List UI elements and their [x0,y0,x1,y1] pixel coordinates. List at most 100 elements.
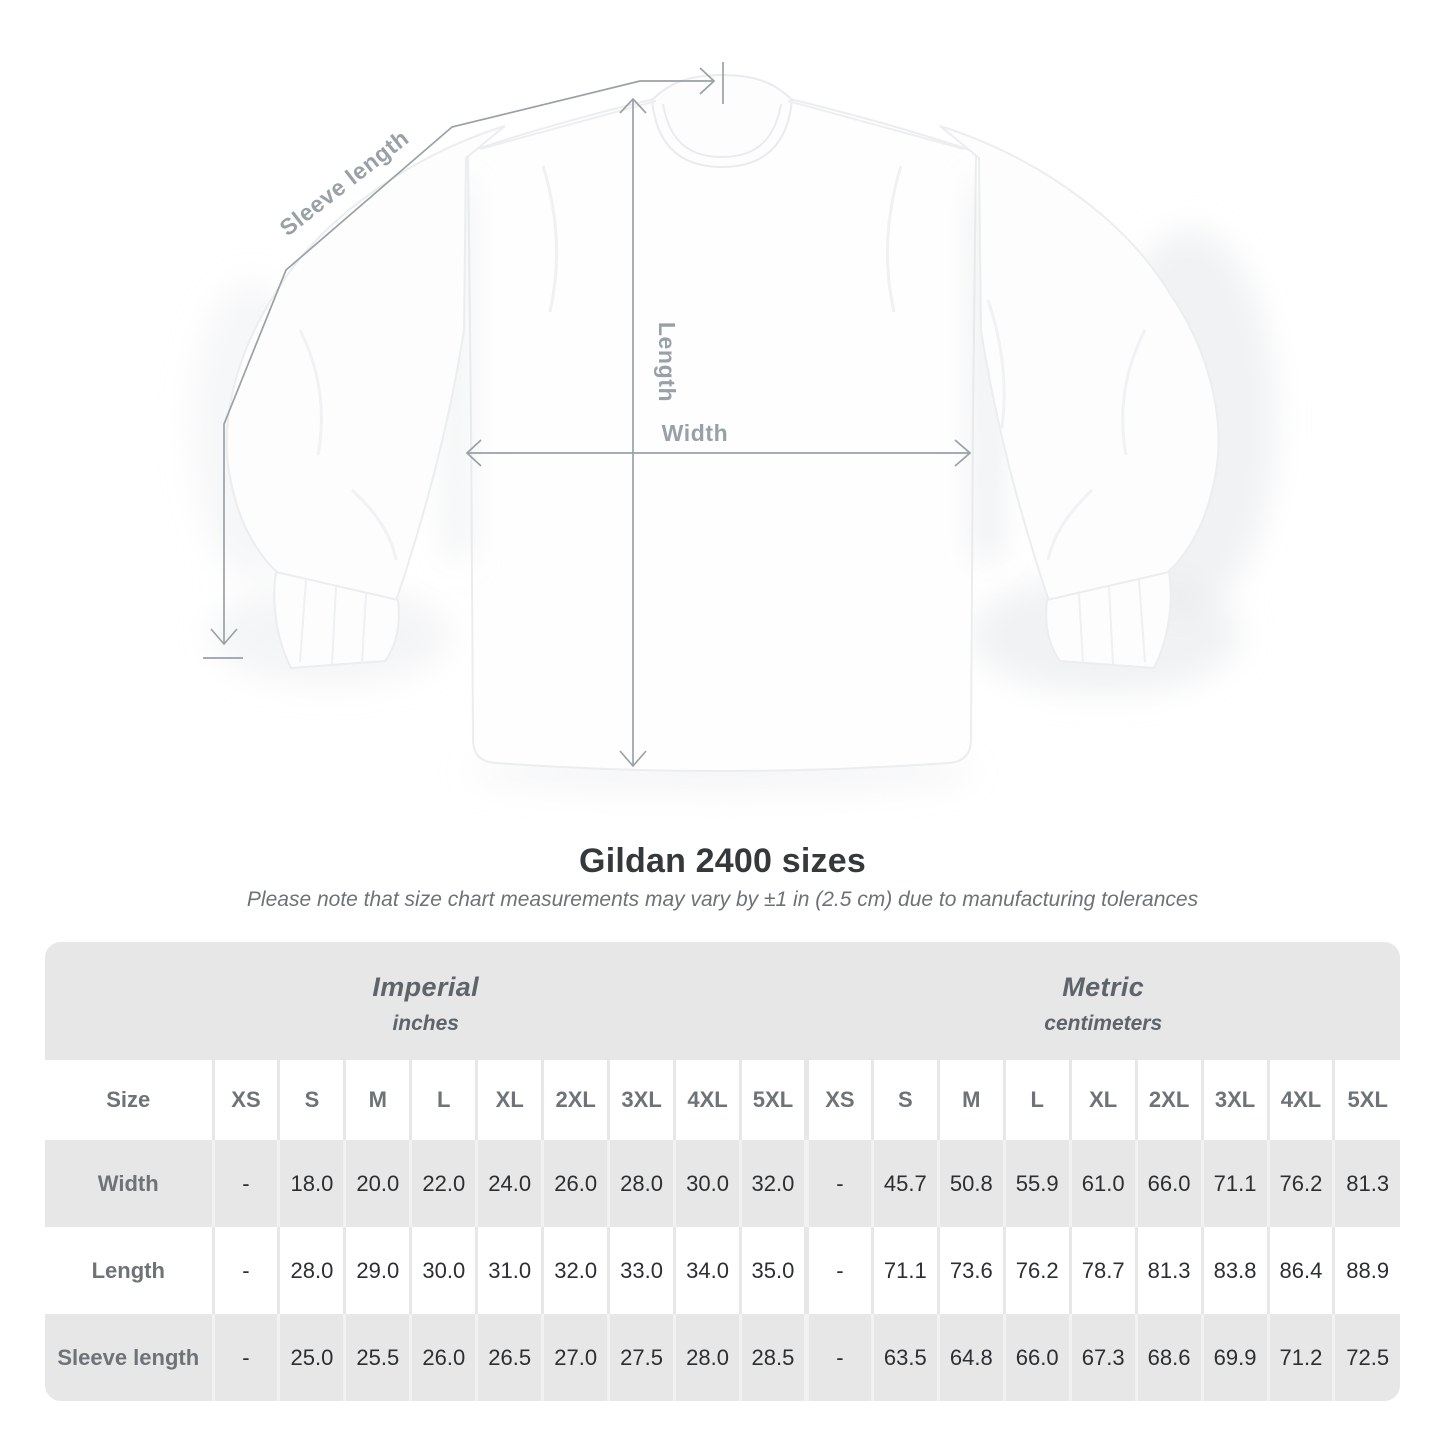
size-col-header: 3XL [1200,1060,1268,1140]
value-cell: 31.0 [475,1227,543,1314]
value-cell: 66.0 [1134,1140,1203,1227]
value-cell: 28.0 [607,1140,675,1227]
unit-header-row: Imperial inches Metric centimeters [45,942,1400,1060]
value-cell: 27.0 [541,1314,609,1401]
value-cell: 22.0 [409,1140,477,1227]
imperial-unit: inches [392,1012,459,1035]
value-cell: 86.4 [1266,1227,1334,1314]
value-cell: 29.0 [343,1227,411,1314]
value-cell: 81.3 [1134,1227,1203,1314]
table-row: Sleeve length -25.0 25.5 26.0 26.5 27.0 27.5 28… [45,1314,1400,1401]
value-cell: - [211,1314,279,1401]
value-cell: 67.3 [1068,1314,1137,1401]
tolerance-note: Please note that size chart measurements… [246,888,1199,911]
value-cell: 33.0 [607,1227,675,1314]
value-cell: 28.0 [277,1227,345,1314]
value-cell: 30.0 [673,1140,741,1227]
seams-and-folds [298,100,1147,561]
value-cell: 64.8 [936,1314,1005,1401]
value-cell: 25.5 [343,1314,411,1401]
size-col-header: M [343,1060,411,1140]
size-col-header: S [277,1060,345,1140]
size-column-header: Size [45,1060,213,1140]
value-cell: 18.0 [277,1140,345,1227]
imperial-label: Imperial [372,972,480,1002]
value-cell: 45.7 [870,1140,939,1227]
value-cell: 26.0 [541,1140,609,1227]
value-cell: 81.3 [1332,1140,1400,1227]
length-arrow [619,97,647,768]
metric-unit: centimeters [1044,1012,1163,1035]
width-label: Width [662,420,729,446]
size-col-header: 3XL [607,1060,675,1140]
size-col-header: 5XL [739,1060,807,1140]
size-col-header: L [409,1060,477,1140]
size-header-row: Size XS S M L XL 2XL 3XL 4XL 5XL XS S M L XL 2XL 3XL 4XL… [45,1060,1400,1140]
value-cell: 72.5 [1332,1314,1400,1401]
size-table-container: Imperial inches Metric centimeters Size … [45,942,1400,1401]
table-row: Width -18.0 20.0 22.0 24.0 26.0 28.0 30.0 32.0-4… [45,1140,1400,1227]
sleeve-length-arrow [203,62,724,659]
value-cell: - [211,1227,279,1314]
value-cell: 71.1 [870,1227,939,1314]
row-label: Sleeve length [45,1314,213,1401]
right-sleeve [939,125,1220,603]
value-cell: 61.0 [1068,1140,1137,1227]
value-cell: 34.0 [673,1227,741,1314]
page-title: Gildan 2400 sizes [579,842,866,880]
value-cell: 26.0 [409,1314,477,1401]
size-col-header: 4XL [1266,1060,1334,1140]
size-col-header: L [1002,1060,1071,1140]
size-col-header: 4XL [673,1060,741,1140]
value-cell: 71.2 [1266,1314,1334,1401]
metric-section-header: Metric centimeters [806,942,1400,1060]
size-col-header: M [936,1060,1005,1140]
length-label: Length [654,322,680,402]
value-cell: 24.0 [475,1140,543,1227]
value-cell: - [803,1227,873,1314]
value-cell: 27.5 [607,1314,675,1401]
size-col-header: XL [1068,1060,1137,1140]
value-cell: 68.6 [1134,1314,1203,1401]
size-col-header: XL [475,1060,543,1140]
value-cell: 20.0 [343,1140,411,1227]
size-col-header: XS [211,1060,279,1140]
value-cell: 88.9 [1332,1227,1400,1314]
row-label: Width [45,1140,213,1227]
value-cell: 28.5 [739,1314,807,1401]
size-col-header: 5XL [1332,1060,1400,1140]
value-cell: 66.0 [1002,1314,1071,1401]
value-cell: 76.2 [1002,1227,1071,1314]
right-cuff [1045,570,1172,670]
value-cell: 55.9 [1002,1140,1071,1227]
size-col-header: S [870,1060,939,1140]
size-col-header: 2XL [1134,1060,1203,1140]
value-cell: 69.9 [1200,1314,1268,1401]
value-cell: - [803,1314,873,1401]
shirt-measurement-diagram: Sleeve length Length Width [192,62,1275,794]
size-col-header: 2XL [541,1060,609,1140]
value-cell: 76.2 [1266,1140,1334,1227]
shirt-illustration: Sleeve length Length Width [192,62,1275,794]
value-cell: 63.5 [870,1314,939,1401]
width-arrow [465,439,972,467]
value-cell: 83.8 [1200,1227,1268,1314]
value-cell: 50.8 [936,1140,1005,1227]
value-cell: 32.0 [739,1140,807,1227]
value-cell: 78.7 [1068,1227,1137,1314]
value-cell: - [211,1140,279,1227]
metric-label: Metric [1062,972,1145,1002]
imperial-section-header: Imperial inches [45,942,807,1060]
value-cell: 25.0 [277,1314,345,1401]
table-row: Length -28.0 29.0 30.0 31.0 32.0 33.0 34.0 35.0-… [45,1227,1400,1314]
value-cell: - [803,1140,873,1227]
value-cell: 26.5 [475,1314,543,1401]
size-table: Imperial inches Metric centimeters Size … [45,942,1400,1401]
value-cell: 30.0 [409,1227,477,1314]
value-cell: 71.1 [1200,1140,1268,1227]
value-cell: 35.0 [739,1227,807,1314]
row-label: Length [45,1227,213,1314]
left-cuff [273,570,400,670]
value-cell: 32.0 [541,1227,609,1314]
collar [650,73,794,169]
